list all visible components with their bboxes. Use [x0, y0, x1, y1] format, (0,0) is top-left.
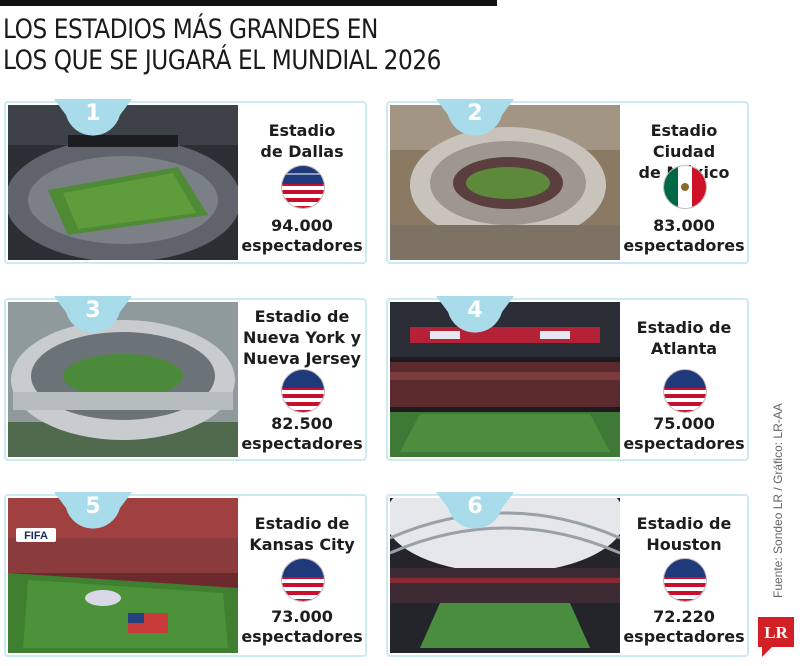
mexico-flag-icon	[664, 166, 706, 208]
rank-badge: 4	[436, 296, 514, 336]
stadium-card-3: 3 Estadio de Nueva York y Nueva Jersey 8…	[4, 296, 367, 461]
capacity-unit: espectadores	[241, 627, 363, 646]
stadium-info: Estadio de Nueva York y Nueva Jersey 82.…	[240, 300, 364, 459]
capacity-unit: espectadores	[623, 434, 745, 453]
stadium-name-line: Kansas City	[249, 535, 355, 554]
rank-number: 5	[85, 494, 101, 519]
source-credit: Fuente: Sondeo LR / Gráfico: LR-AA	[771, 403, 785, 598]
rank-badge: 2	[436, 99, 514, 139]
usa-flag-icon	[282, 166, 324, 208]
stadium-name: Estadio de Nueva York y Nueva Jersey	[240, 306, 364, 369]
stadium-photo	[390, 302, 620, 457]
stadium-card-6: 6 Estadio de Houston 72.220 espectadores	[386, 492, 749, 657]
usa-flag-icon	[282, 370, 324, 412]
stadium-name: Estadio de Atlanta	[622, 317, 746, 359]
stadium-name-line: Estadio de	[254, 307, 350, 326]
rank-number: 4	[467, 298, 483, 323]
stadium-photo: FIFA	[8, 498, 238, 653]
stadium-card-4: 4 Estadio de Atlanta 75.000 espectadores	[386, 296, 749, 461]
stadium-name-line: Nueva York y	[242, 328, 362, 347]
stadium-card-1: 1 Estadio de Dallas 94.000 espectadores	[4, 99, 367, 264]
stadium-name-line: Atlanta	[650, 339, 718, 358]
capacity-value: 73.000	[271, 607, 333, 626]
stadium-info: Estadio de Dallas 94.000 espectadores	[240, 103, 364, 262]
capacity-value: 72.220	[653, 607, 715, 626]
stadium-photo	[390, 105, 620, 260]
rank-number: 1	[85, 101, 101, 126]
rank-number: 2	[467, 101, 483, 126]
capacity-value: 83.000	[653, 216, 715, 235]
rank-badge: 3	[54, 296, 132, 336]
rank-number: 3	[85, 298, 101, 323]
usa-flag-icon	[664, 370, 706, 412]
fifa-logo-text: FIFA	[24, 530, 48, 542]
stadium-photo	[390, 498, 620, 653]
stadium-info: Estadio de Kansas City 73.000 espectador…	[240, 496, 364, 655]
stadium-name: Estadio de Kansas City	[240, 513, 364, 555]
stadium-name-line: Estadio de	[254, 514, 350, 533]
usa-flag-icon	[664, 559, 706, 601]
rank-badge: 1	[54, 99, 132, 139]
lr-logo: LR	[758, 617, 794, 657]
stadium-name-line: Estadio de	[636, 514, 732, 533]
stadium-photo	[8, 105, 238, 260]
logo-text: LR	[764, 623, 788, 642]
title-line-2: LOS QUE SE JUGARÁ EL MUNDIAL 2026	[3, 45, 442, 76]
stadium-photo	[8, 302, 238, 457]
capacity-value: 75.000	[653, 414, 715, 433]
usa-flag-icon	[282, 559, 324, 601]
capacity-value: 94.000	[271, 216, 333, 235]
top-rule	[0, 0, 497, 6]
stadium-name-line: de Dallas	[260, 142, 344, 161]
stadium-name-line: Estadio	[268, 121, 336, 140]
capacity-unit: espectadores	[623, 627, 745, 646]
stadium-name-line: Houston	[646, 535, 722, 554]
rank-badge: 5	[54, 492, 132, 532]
stadium-info: Estadio de Atlanta 75.000 espectadores	[622, 300, 746, 459]
capacity-unit: espectadores	[241, 236, 363, 255]
rank-number: 6	[467, 494, 483, 519]
title-line-1: LOS ESTADIOS MÁS GRANDES EN	[3, 14, 378, 45]
stadium-info: Estadio de Houston 72.220 espectadores	[622, 496, 746, 655]
capacity-value: 82.500	[271, 414, 333, 433]
stadium-info: Estadio Ciudad de México 83.000 espectad…	[622, 103, 746, 262]
stadium-name-line: Estadio de	[636, 318, 732, 337]
capacity-unit: espectadores	[241, 434, 363, 453]
stadium-name: Estadio de Dallas	[240, 120, 364, 162]
stadium-name: Estadio de Houston	[622, 513, 746, 555]
stadium-name-line: Estadio Ciudad	[650, 121, 718, 161]
page-title: LOS ESTADIOS MÁS GRANDES EN LOS QUE SE J…	[3, 14, 485, 76]
stadium-name-line: Nueva Jersey	[243, 349, 361, 368]
capacity-unit: espectadores	[623, 236, 745, 255]
rank-badge: 6	[436, 492, 514, 532]
stadium-card-5: FIFA 5 Estadio de Kansas City 73.000 esp…	[4, 492, 367, 657]
stadium-card-2: 2 Estadio Ciudad de México 83.000 espect…	[386, 99, 749, 264]
